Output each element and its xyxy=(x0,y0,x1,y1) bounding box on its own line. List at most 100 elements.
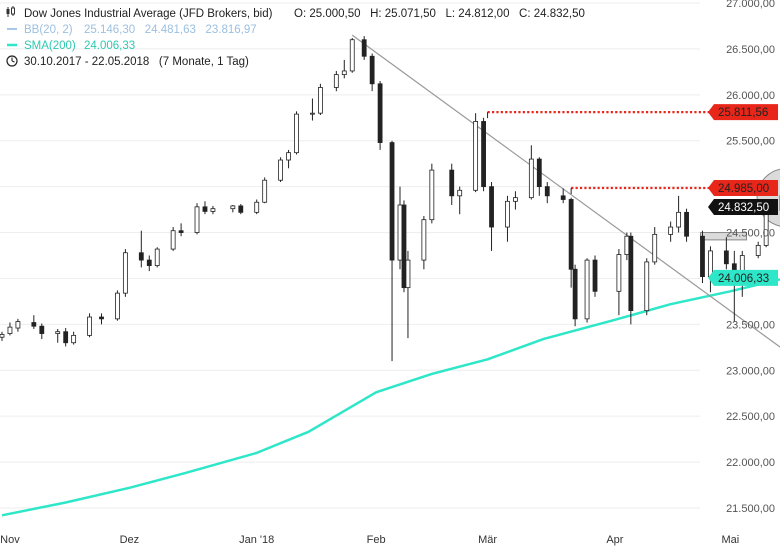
resistance-lines xyxy=(487,111,710,195)
candle-body xyxy=(170,230,176,250)
candle xyxy=(55,328,61,343)
candle xyxy=(99,313,104,325)
candle xyxy=(377,81,383,150)
sma-legend-value: 24.006,33 xyxy=(84,40,135,52)
candle xyxy=(254,199,260,215)
candle xyxy=(138,230,144,268)
candle xyxy=(39,323,45,340)
candle xyxy=(616,249,622,316)
sma200-path xyxy=(1,278,780,517)
y-tick-label: 25.500,00 xyxy=(726,136,775,148)
candle xyxy=(668,221,674,242)
candle xyxy=(317,83,323,116)
y-tick-label: 26.500,00 xyxy=(726,44,775,56)
candle xyxy=(429,163,435,224)
candle-body xyxy=(286,152,291,161)
candle-body xyxy=(457,189,463,197)
candle xyxy=(210,205,216,215)
candle xyxy=(481,117,486,192)
candle-body xyxy=(146,259,152,267)
candle xyxy=(421,216,427,270)
y-tick-label: 23.500,00 xyxy=(726,319,775,331)
candle-body xyxy=(489,186,494,228)
candle xyxy=(568,197,574,288)
bb-legend-values: 25.146,30 24.481,63 23.816,97 xyxy=(84,24,257,36)
candle-body xyxy=(544,186,550,197)
candle xyxy=(146,255,152,272)
trendline xyxy=(351,34,780,348)
chart-header: Dow Jones Industrial Average (JFD Broker… xyxy=(6,6,585,68)
candle xyxy=(457,186,463,215)
candle-body xyxy=(71,334,77,344)
candle-body xyxy=(429,169,435,221)
candle xyxy=(676,195,681,233)
candle-body xyxy=(178,230,184,233)
candle-body xyxy=(513,197,518,202)
candle xyxy=(361,36,367,60)
candle xyxy=(652,227,658,265)
candle-body xyxy=(99,316,104,320)
candle-body xyxy=(230,205,236,210)
candle xyxy=(489,182,494,251)
candle xyxy=(755,241,761,259)
candle-body xyxy=(341,70,347,76)
candle-body xyxy=(55,331,61,334)
price-label-text: 24.832,50 xyxy=(718,202,769,214)
candle xyxy=(262,177,268,204)
candle xyxy=(333,70,339,92)
ohlc-readout: O: 25.000,50 H: 25.071,50 L: 24.812,00 C… xyxy=(294,8,585,20)
y-tick-label: 27.000,00 xyxy=(726,0,775,10)
candle xyxy=(310,98,315,121)
price-label-sma: 24.006,33 xyxy=(708,269,778,286)
candle-body xyxy=(421,219,427,261)
candle-body xyxy=(294,113,299,154)
candle-body xyxy=(700,235,705,278)
y-tick-label: 22.500,00 xyxy=(726,411,775,423)
candle xyxy=(202,201,208,215)
candle xyxy=(87,313,92,338)
candle xyxy=(7,322,13,336)
candle-body xyxy=(616,254,622,292)
date-range: 30.10.2017 - 22.05.2018 (7 Monate, 1 Tag… xyxy=(24,56,249,68)
price-label-text: 24.985,00 xyxy=(718,183,769,195)
candle xyxy=(644,258,650,316)
candle xyxy=(15,318,21,332)
price-label-resistance: 24.985,00 xyxy=(708,180,778,197)
candle-body xyxy=(317,87,323,114)
candle-body xyxy=(560,195,566,200)
candle-body xyxy=(401,204,407,289)
candle xyxy=(592,255,598,297)
x-tick-label: Jan '18 xyxy=(239,534,274,546)
candle-body xyxy=(652,233,658,263)
x-tick-label: Mär xyxy=(478,534,497,546)
candle-body xyxy=(333,74,339,88)
y-tick-label: 22.000,00 xyxy=(726,457,775,469)
price-label-last: 24.832,50 xyxy=(708,199,778,216)
candle xyxy=(513,191,518,210)
candle xyxy=(449,163,455,205)
candle-body xyxy=(628,235,634,311)
candles xyxy=(0,36,780,362)
x-tick-label: Nov xyxy=(0,534,20,546)
price-label-text: 25.811,56 xyxy=(718,107,768,119)
sma-legend-label: SMA(200) xyxy=(24,40,76,52)
price-label-resistance: 25.811,56 xyxy=(708,104,778,121)
candle-body xyxy=(755,244,761,256)
candle-body xyxy=(369,55,375,85)
candle-body xyxy=(668,226,674,235)
candle xyxy=(238,204,244,215)
candle xyxy=(684,208,689,242)
candle-body xyxy=(63,331,69,344)
candle xyxy=(723,237,729,270)
candle xyxy=(178,223,184,237)
y-tick-label: 21.500,00 xyxy=(726,503,775,515)
price-labels: 25.811,56 24.985,00 24.832,50 24.006,33 xyxy=(708,104,778,286)
candle xyxy=(194,203,200,235)
candle-body xyxy=(87,316,92,336)
candle xyxy=(700,230,705,284)
candle-body xyxy=(349,39,355,72)
candle-body xyxy=(238,205,244,213)
candle xyxy=(505,195,510,242)
candle xyxy=(389,140,395,362)
